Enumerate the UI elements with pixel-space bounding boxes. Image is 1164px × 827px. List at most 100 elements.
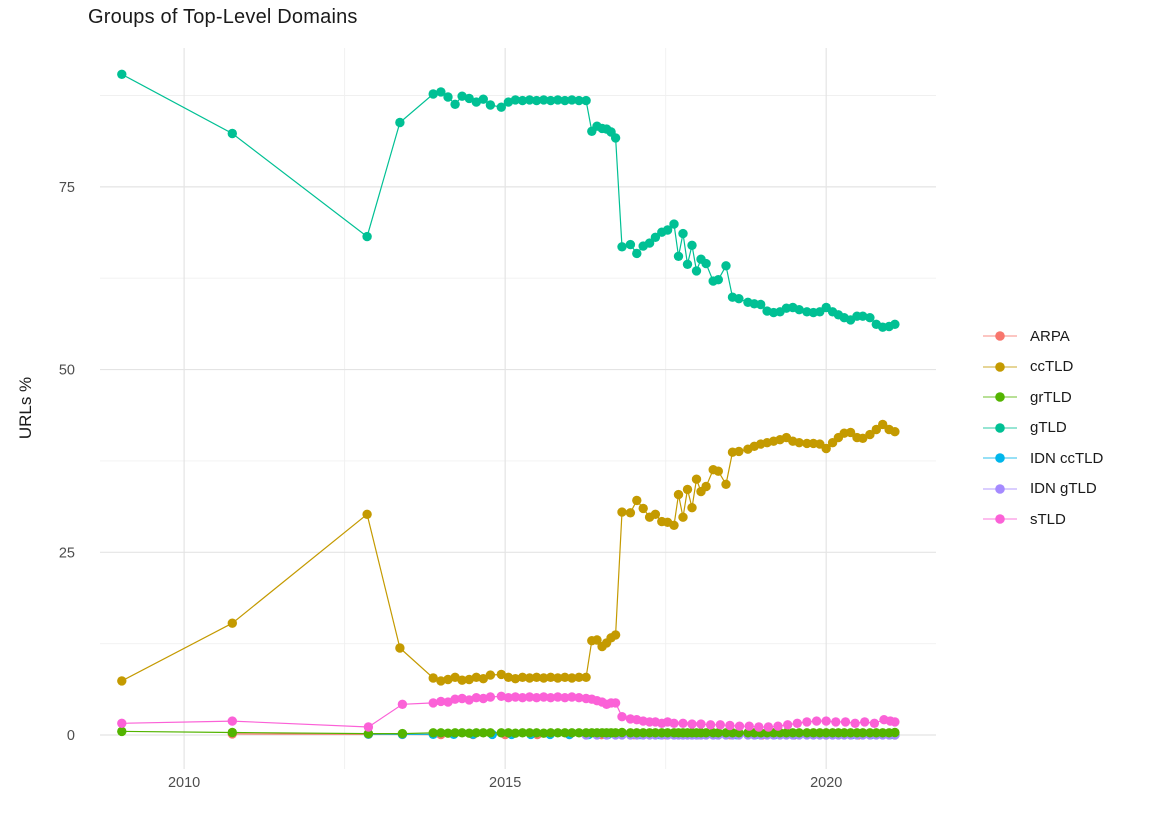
data-point <box>510 692 521 702</box>
data-point <box>878 419 888 430</box>
data-point <box>754 722 764 732</box>
data-point <box>567 673 577 683</box>
data-point <box>869 718 880 728</box>
data-point <box>524 673 535 683</box>
data-point <box>860 717 870 727</box>
data-point <box>632 248 642 259</box>
data-point <box>471 728 481 738</box>
legend: ARPA ccTLD grTLD gTLD IDN ccTLD IDN gTLD sTLD <box>982 321 1103 535</box>
data-point <box>546 728 556 738</box>
data-point <box>496 102 506 112</box>
data-point <box>638 503 648 514</box>
legend-item-stld: sTLD <box>982 504 1103 535</box>
data-point <box>734 294 744 304</box>
data-point <box>531 672 542 682</box>
data-point <box>363 722 374 732</box>
data-point <box>539 673 549 683</box>
data-point <box>610 698 621 708</box>
data-point <box>485 100 496 110</box>
data-point <box>678 718 688 728</box>
data-point <box>858 728 868 738</box>
data-point <box>650 509 661 519</box>
data-point <box>539 692 549 702</box>
data-point <box>687 503 697 513</box>
data-point <box>669 520 679 530</box>
data-point <box>450 99 460 110</box>
data-point <box>610 630 621 640</box>
data-point <box>464 93 474 104</box>
y-tick-label: 75 <box>59 180 75 196</box>
data-point <box>617 712 627 722</box>
legend-label: ccTLD <box>1030 358 1074 376</box>
data-point <box>478 674 488 684</box>
series-grtld <box>117 726 900 739</box>
data-point <box>117 69 127 80</box>
legend-key-icon <box>983 331 1017 342</box>
legend-key-icon <box>983 422 1017 433</box>
data-point <box>478 693 488 704</box>
data-point <box>662 225 673 235</box>
data-point <box>691 474 702 484</box>
data-point <box>650 232 661 242</box>
legend-label: IDN ccTLD <box>1030 449 1104 467</box>
y-axis-title: URLs % <box>16 376 35 440</box>
data-point <box>865 313 875 323</box>
data-point <box>428 698 438 708</box>
data-point <box>773 721 783 731</box>
data-point <box>553 673 563 683</box>
data-point <box>696 719 706 729</box>
data-point <box>471 693 481 703</box>
data-point <box>560 728 570 738</box>
data-point <box>443 92 453 102</box>
legend-label: sTLD <box>1030 510 1066 528</box>
data-point <box>510 674 521 684</box>
data-point <box>783 720 793 730</box>
data-point <box>362 231 372 242</box>
legend-key-icon <box>983 483 1017 494</box>
data-point <box>821 716 831 726</box>
data-point <box>592 635 602 645</box>
data-point <box>464 728 474 738</box>
data-point <box>890 427 900 437</box>
data-point <box>802 438 812 449</box>
data-point <box>687 719 697 729</box>
data-point <box>428 728 438 738</box>
data-point <box>362 509 372 519</box>
data-point <box>617 242 627 252</box>
legend-key-icon <box>983 392 1017 403</box>
legend-item-grtld: grTLD <box>982 382 1103 413</box>
series-stld <box>117 691 900 732</box>
legend-item-cctld: ccTLD <box>982 352 1103 383</box>
data-point <box>524 692 535 702</box>
data-point <box>669 718 679 728</box>
data-point <box>794 438 804 448</box>
data-point <box>858 433 868 443</box>
legend-label: IDN gTLD <box>1030 480 1097 498</box>
data-point <box>560 672 570 682</box>
data-point <box>553 728 563 738</box>
data-point <box>792 718 802 728</box>
data-point <box>811 716 822 726</box>
data-point <box>581 95 591 106</box>
data-point <box>436 87 446 97</box>
data-point <box>713 275 723 285</box>
legend-label: ARPA <box>1030 327 1070 345</box>
data-point <box>457 675 467 685</box>
data-point <box>436 728 446 738</box>
data-point <box>395 117 405 128</box>
legend-key-icon <box>983 361 1017 372</box>
data-point <box>531 728 542 738</box>
data-point <box>227 618 237 628</box>
data-point <box>625 239 636 250</box>
series-cctld <box>117 419 900 686</box>
data-point <box>713 466 723 476</box>
data-point <box>510 95 521 105</box>
data-point <box>567 728 577 738</box>
data-point <box>574 95 584 106</box>
data-point <box>850 718 860 728</box>
legend-item-arpa: ARPA <box>982 321 1103 352</box>
data-point <box>450 694 460 704</box>
data-point <box>687 240 697 250</box>
data-point <box>553 95 563 105</box>
